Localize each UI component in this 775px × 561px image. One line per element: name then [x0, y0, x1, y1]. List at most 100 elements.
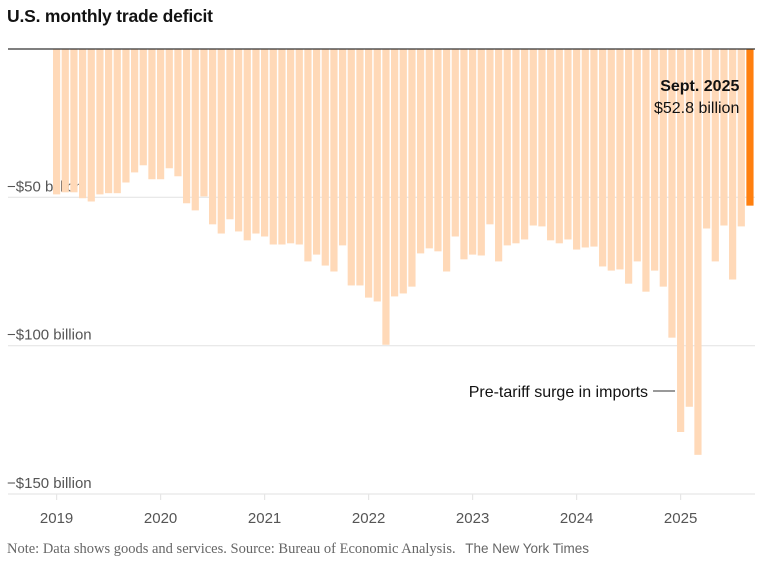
- annotation-surge: Pre-tariff surge in imports: [469, 384, 648, 401]
- bars: [53, 49, 754, 455]
- bar: [87, 49, 95, 202]
- bar: [555, 49, 563, 244]
- bar: [573, 49, 581, 250]
- bar: [651, 49, 659, 271]
- x-tick-label: 2025: [664, 510, 697, 527]
- bar: [547, 49, 555, 241]
- y-tick-label: −$100 billion: [7, 327, 92, 344]
- bar: [616, 49, 624, 270]
- bar: [79, 49, 87, 199]
- bar: [677, 49, 685, 432]
- bar: [261, 49, 269, 237]
- footer: Note: Data shows goods and services. Sou…: [7, 541, 589, 558]
- bar: [70, 49, 78, 193]
- bar: [252, 49, 260, 234]
- bar: [477, 49, 485, 256]
- bar: [174, 49, 182, 177]
- bar: [625, 49, 633, 284]
- bar: [451, 49, 459, 237]
- bar: [469, 49, 477, 255]
- bar: [720, 49, 728, 226]
- bar: [122, 49, 130, 183]
- bar: [148, 49, 156, 180]
- bar: [209, 49, 217, 225]
- bar: [183, 49, 191, 204]
- bar: [729, 49, 737, 280]
- bar: [356, 49, 364, 286]
- bar: [607, 49, 615, 271]
- bar: [243, 49, 251, 241]
- x-tick-label: 2019: [40, 510, 73, 527]
- bar: [486, 49, 494, 225]
- bar: [330, 49, 338, 272]
- bar: [96, 49, 104, 195]
- annotation-value: $52.8 billion: [654, 100, 739, 117]
- bar: [217, 49, 225, 234]
- bar: [495, 49, 503, 262]
- bar: [512, 49, 520, 244]
- x-tick-label: 2021: [248, 510, 281, 527]
- bar: [434, 49, 442, 252]
- bar: [131, 49, 139, 173]
- bar: [304, 49, 312, 262]
- bar: [373, 49, 381, 302]
- bar: [347, 49, 355, 286]
- x-tick-label: 2024: [560, 510, 593, 527]
- bar: [105, 49, 113, 194]
- bar: [278, 49, 286, 245]
- bar: [113, 49, 121, 194]
- bar: [443, 49, 451, 272]
- bar: [668, 49, 676, 338]
- bar: [157, 49, 165, 180]
- bar: [339, 49, 347, 246]
- annotation-title: Sept. 2025: [660, 78, 739, 95]
- x-axis: 2019 2020 2021 2022 2023 2024 2025: [40, 494, 697, 527]
- bar: [460, 49, 468, 260]
- bar: [694, 49, 702, 455]
- bar: [633, 49, 641, 262]
- bar: [503, 49, 511, 246]
- bar: [521, 49, 529, 240]
- bar: [599, 49, 607, 267]
- bar: [399, 49, 407, 294]
- bar: [703, 49, 711, 229]
- bar: [564, 49, 572, 240]
- bar: [382, 49, 390, 345]
- bar: [581, 49, 589, 248]
- bar: [269, 49, 277, 245]
- bar: [737, 49, 745, 227]
- footer-source: Source: Bureau of Economic Analysis.: [230, 541, 456, 557]
- bar: [391, 49, 399, 297]
- bar: [642, 49, 650, 292]
- x-tick-label: 2023: [456, 510, 489, 527]
- bar: [295, 49, 303, 245]
- y-axis-labels: −$50 billion−$100 billion−$150 billion: [7, 178, 92, 492]
- bar: [685, 49, 693, 407]
- bar: [139, 49, 147, 166]
- x-tick-label: 2022: [352, 510, 385, 527]
- bar: [200, 49, 208, 197]
- bar-highlight: [746, 49, 754, 206]
- bar: [365, 49, 373, 298]
- bar: [53, 49, 61, 195]
- x-tick-label: 2020: [144, 510, 177, 527]
- bar: [61, 49, 69, 193]
- bar: [417, 49, 425, 254]
- bar: [321, 49, 329, 266]
- footer-note: Note: Data shows goods and services.: [7, 541, 227, 557]
- chart-title: U.S. monthly trade deficit: [7, 6, 213, 26]
- bar: [191, 49, 199, 211]
- bar: [529, 49, 537, 226]
- bar: [235, 49, 243, 232]
- bar: [165, 49, 173, 169]
- bar: [425, 49, 433, 249]
- y-tick-label: −$150 billion: [7, 475, 92, 492]
- annotations: Sept. 2025 $52.8 billion Pre-tariff surge …: [469, 78, 740, 401]
- bar: [287, 49, 295, 244]
- bar: [226, 49, 234, 220]
- bar: [538, 49, 546, 227]
- bar: [408, 49, 416, 287]
- bar: [313, 49, 321, 255]
- bar: [659, 49, 667, 287]
